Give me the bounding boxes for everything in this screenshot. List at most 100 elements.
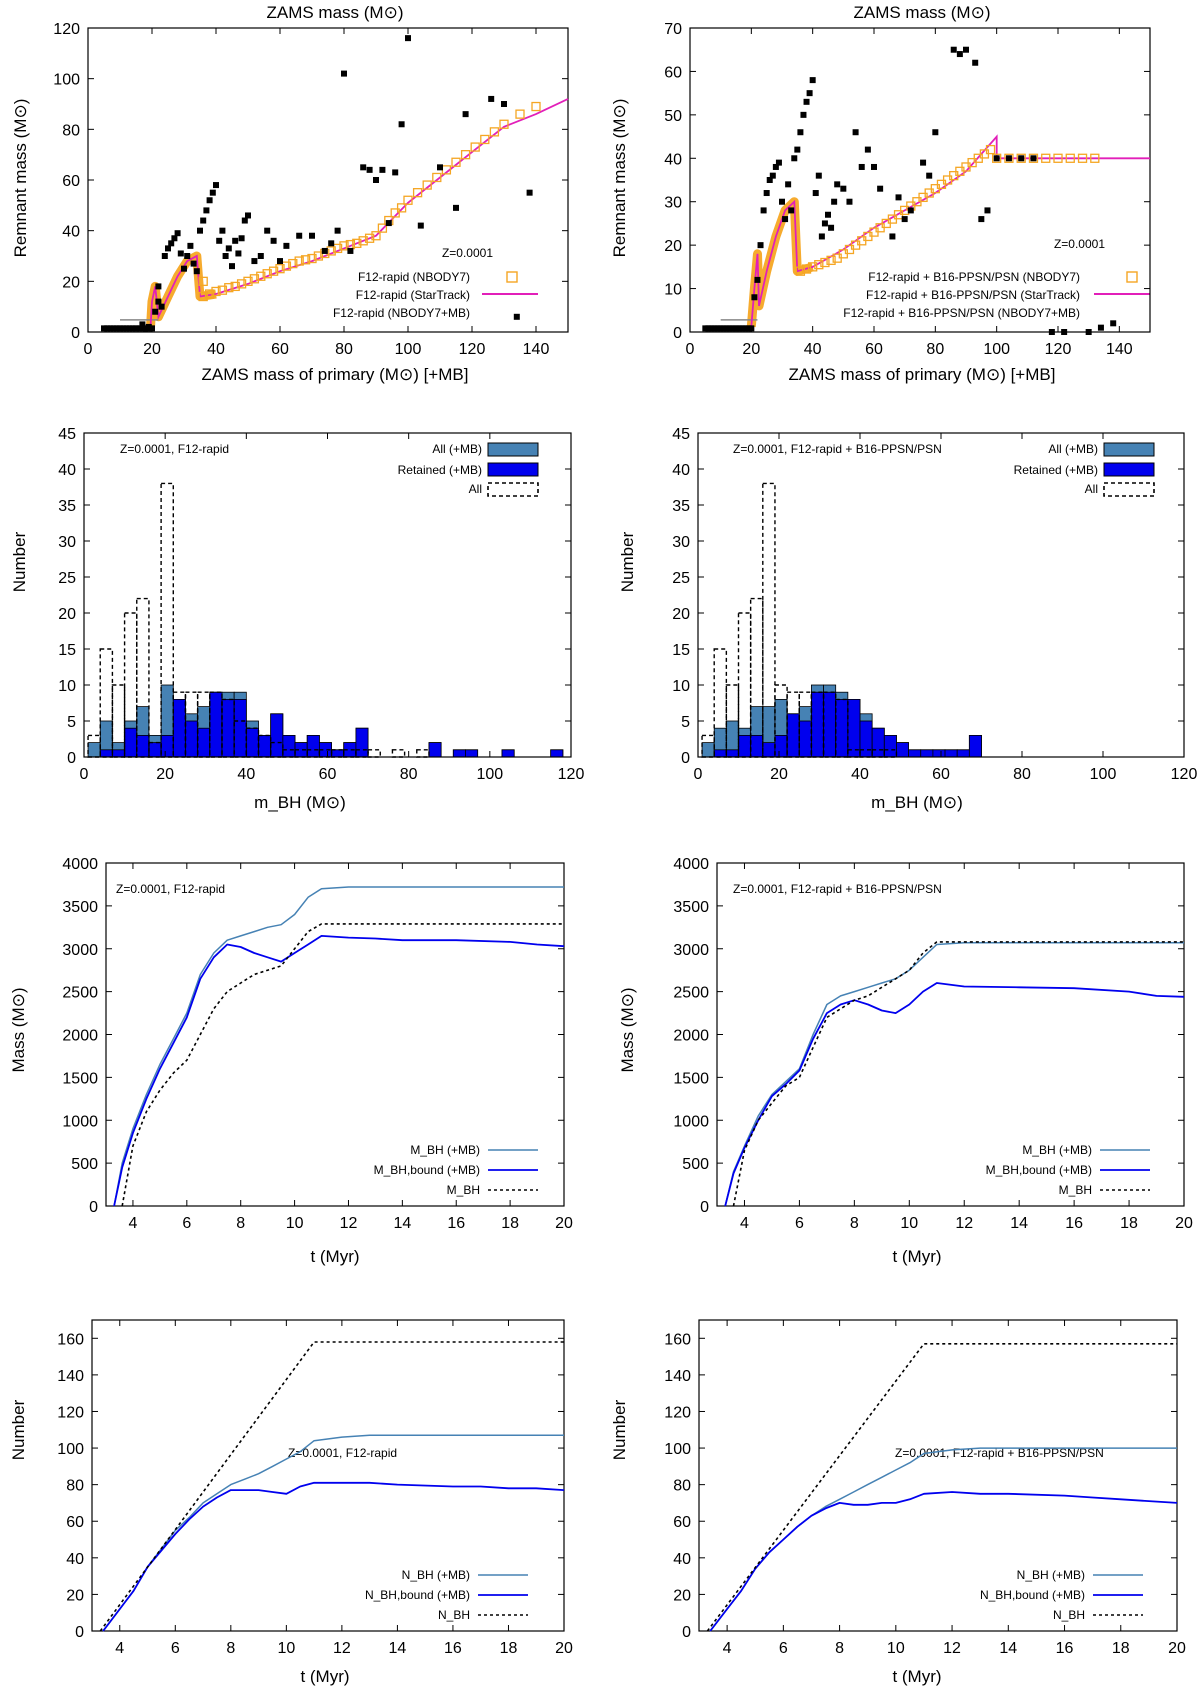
annotation: Z=0.0001, F12-rapid + B16-PPSN/PSN (733, 442, 942, 456)
y-tick-label: 0 (673, 325, 682, 342)
x-axis-label: t (Myr) (892, 1247, 941, 1266)
nbody7-point (470, 142, 480, 152)
bar-retained-mb (355, 727, 369, 758)
legend-swatch-nbody7 (506, 271, 518, 283)
top-axis-label: ZAMS mass (M⊙) (266, 3, 403, 22)
low-mass-remnant-point (733, 325, 739, 332)
y-tick-label: 3000 (62, 942, 98, 959)
nbody7-mb-point (181, 265, 187, 272)
nbody7-mb-point (828, 224, 835, 231)
y-tick-label: 70 (664, 21, 682, 38)
nbody7-mb-point (972, 59, 979, 66)
y-tick-label: 2000 (673, 1028, 709, 1045)
nbody7-point (1053, 153, 1063, 163)
legend-label-nbh-bound-mb: N_BH,bound (+MB) (365, 1588, 470, 1602)
nbody7-mb-point (219, 227, 226, 234)
y-tick-label: 120 (53, 21, 80, 38)
nbody7-mb-point (213, 182, 219, 189)
nbody7-mb-point (165, 245, 171, 252)
nbody7-mb-point (257, 253, 264, 259)
x-tick-label: 100 (1090, 766, 1117, 783)
y-tick-label: 40 (664, 151, 682, 168)
plot-frame (83, 432, 572, 758)
bar-retained-mb (847, 699, 861, 758)
top-axis-label: ZAMS mass (M⊙) (853, 3, 990, 22)
nbody7-point (985, 144, 996, 155)
nbody7-mb-point (232, 237, 239, 244)
y-tick-label: 500 (682, 1156, 709, 1173)
low-mass-remnant-point (110, 325, 117, 332)
nbody7-mb-point (373, 177, 379, 183)
nbody7-point (795, 266, 806, 276)
y-tick-label: 5 (681, 714, 690, 731)
x-axis-label: t (Myr) (300, 1667, 349, 1686)
annotation: Z=0.0001, F12-rapid + B16-PPSN/PSN (895, 1446, 1104, 1460)
y-tick-label: 35 (672, 498, 690, 515)
panel-remnant-mass-ppsn: ZAMS mass (M⊙) ZAMS mass of primary (M⊙)… (610, 3, 1151, 384)
nbody7-point (377, 223, 388, 233)
bar-retained-mb (774, 735, 788, 758)
bar-retained-mb (148, 742, 162, 758)
nbody7-mb-point (328, 240, 335, 247)
low-mass-remnant-point (139, 325, 146, 332)
nbody7-mb-point (812, 190, 819, 197)
y-tick-label: 2500 (62, 985, 98, 1002)
bar-retained-mb (501, 749, 515, 758)
nbody7-point (451, 157, 461, 167)
y-tick-label: 4000 (62, 856, 98, 873)
y-tick-label: 25 (58, 570, 76, 587)
nbody7-point (236, 279, 247, 289)
legend-label-mbh-bound-mb: M_BH,bound (+MB) (374, 1163, 480, 1177)
y-tick-label: 3500 (62, 899, 98, 916)
nbody7-mb-point (209, 189, 216, 196)
nbody7-mb-point (222, 253, 229, 259)
y-tick-label: 140 (664, 1368, 691, 1385)
x-tick-label: 80 (400, 766, 418, 783)
nbody7-mb-point (366, 166, 373, 173)
plot-frame (698, 1319, 1178, 1632)
low-mass-remnant-point (107, 325, 114, 332)
x-tick-label: 100 (476, 766, 503, 783)
bar-retained-mb (896, 742, 910, 758)
nbody7-mb-point (1018, 155, 1025, 162)
legend-swatch-all-mb (487, 442, 539, 457)
nbody7-mb-point (984, 207, 991, 214)
low-mass-remnant-point (748, 325, 755, 332)
bar-retained-mb (920, 749, 934, 758)
y-tick-label: 1500 (673, 1070, 709, 1087)
nbody7-mb-point (840, 185, 847, 192)
nbody7-point (814, 260, 824, 270)
bar-retained-mb (172, 699, 186, 758)
bar-retained-mb (956, 749, 970, 758)
plot-frame (105, 862, 565, 1207)
y-tick-label: 60 (664, 64, 682, 81)
annotation: Z=0.0001 (1054, 237, 1105, 251)
nbody7-mb-point (1097, 324, 1104, 331)
y-tick-label: 0 (681, 750, 690, 767)
bar-all-mb (87, 742, 101, 758)
x-tick-label: 10 (286, 1215, 304, 1232)
legend-label-nbh: N_BH (438, 1608, 470, 1622)
nbody7-mb-point (251, 258, 258, 265)
plot-frame (91, 1319, 565, 1632)
y-tick-label: 20 (672, 606, 690, 623)
nbody7-point (198, 291, 208, 302)
nbody7-point (224, 283, 234, 293)
nbody7-mb-point (462, 111, 469, 118)
panel-bh-number-time-f12: t (Myr) Number Z=0.0001, F12-rapid N_BH … (9, 1319, 573, 1686)
nbody7-mb-point (1085, 329, 1092, 335)
low-mass-remnant-point (726, 325, 733, 332)
nbody7-point (412, 188, 423, 198)
nbody7-mb-point (334, 227, 341, 234)
y-axis-label: Number (618, 531, 637, 592)
low-mass-remnant-point (702, 325, 709, 332)
y-axis-label: Number (9, 1399, 28, 1460)
nbody7-mb-point (788, 207, 795, 214)
legend-label-nbh-mb: N_BH (+MB) (1017, 1568, 1085, 1582)
bar-all (416, 749, 430, 758)
nbody7-mb-point (779, 198, 785, 205)
x-tick-label: 12 (340, 1215, 358, 1232)
panel-bh-mass-time-f12: t (Myr) Mass (M⊙) Z=0.0001, F12-rapid M_… (9, 856, 573, 1266)
y-axis-label: Mass (M⊙) (618, 987, 637, 1072)
nbody7-mb-point (270, 237, 277, 244)
